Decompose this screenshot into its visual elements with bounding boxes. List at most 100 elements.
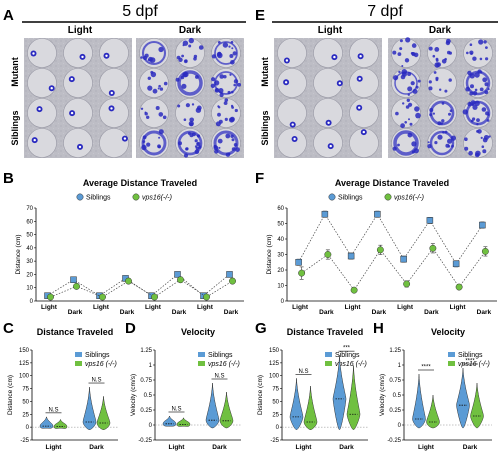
significance-label: N.S: [48, 407, 58, 413]
larva-spot-center: [291, 123, 294, 126]
larva-track: [409, 122, 413, 126]
y-tick-label: 10: [277, 284, 284, 290]
row-label-siblings-7dpf: Siblings: [260, 110, 270, 145]
larva-track: [466, 51, 469, 55]
larva-track: [158, 46, 164, 53]
violin-siblings: [456, 367, 470, 429]
larva-track-ring: [177, 130, 203, 156]
significance-label: ***: [343, 346, 351, 352]
well: [99, 38, 129, 68]
larva-track: [428, 46, 433, 51]
larva-track-ring: [429, 100, 455, 126]
larva-track: [411, 52, 415, 56]
y-axis-label: Distance (cm): [15, 234, 22, 274]
violin-siblings: [289, 378, 304, 430]
larva-spot-center: [38, 107, 41, 111]
plate-5dpf-dark: [136, 37, 244, 158]
larva-track: [158, 84, 161, 88]
y-tick-label: 0.75: [140, 378, 152, 384]
chart-title: Distance Traveled: [287, 327, 364, 337]
legend-label-siblings: Siblings: [335, 352, 360, 359]
legend-swatch-mutant: [198, 361, 205, 366]
row-label-siblings-5dpf: Siblings: [10, 110, 20, 145]
larva-track: [479, 57, 483, 61]
x-tick-label: Light: [292, 304, 309, 311]
x-tick-label: Light: [169, 444, 186, 451]
larva-track: [210, 83, 216, 89]
y-tick-label: 70: [26, 206, 33, 212]
y-tick-label: 0.5: [393, 393, 402, 399]
data-point-siblings: [174, 271, 181, 278]
larva-track: [188, 44, 192, 48]
larva-spot-center: [50, 87, 53, 90]
larva-track-ring: [429, 130, 455, 156]
larva-track: [229, 73, 232, 76]
larva-track: [428, 86, 433, 91]
larva-track: [218, 146, 221, 149]
y-tick-label: -0.25: [387, 438, 401, 444]
larva-track: [448, 78, 452, 82]
data-point-siblings: [374, 210, 381, 218]
larva-track: [231, 138, 235, 142]
y-tick-label: 100: [19, 374, 30, 380]
legend-swatch-mutant: [75, 361, 82, 366]
legend: Siblings vps16 (-/-): [198, 352, 240, 368]
data-point-siblings: [479, 221, 486, 229]
data-point-siblings: [295, 259, 302, 266]
larva-track: [147, 58, 150, 62]
y-tick-label: 0: [26, 425, 30, 431]
y-axis-label: Distance (cm): [266, 234, 273, 274]
larva-spot-center: [123, 137, 127, 140]
legend-label-siblings: Siblings: [85, 352, 110, 359]
data-point-mutant: [151, 293, 158, 301]
panel-letter-d: D: [125, 320, 136, 337]
larva-track: [222, 42, 229, 48]
well: [63, 128, 93, 158]
larva-track: [182, 44, 185, 47]
larva-track-ring: [214, 71, 238, 95]
larva-track: [447, 50, 451, 55]
chart-g: Distance Traveled Siblings vps16 (-/-) -25 0…: [257, 327, 368, 451]
data-point-mutant: [47, 293, 54, 301]
y-tick-label: 0.25: [140, 408, 152, 414]
larva-track-ring: [213, 130, 239, 156]
y-tick-label: 50: [22, 399, 29, 405]
larva-track: [400, 74, 406, 80]
violin-mutant: [176, 416, 191, 427]
larva-track: [397, 52, 402, 56]
data-point-siblings: [321, 210, 329, 218]
row-label-mutant-7dpf: Mutant: [260, 57, 270, 87]
larva-spot-center: [327, 121, 330, 125]
chart-title: Distance Traveled: [37, 327, 114, 337]
larva-track: [229, 54, 234, 58]
y-tick-label: 50: [272, 399, 279, 405]
larva-track: [223, 101, 228, 105]
legend-swatch-mutant: [448, 361, 455, 366]
larva-track: [183, 118, 187, 121]
larva-track: [196, 142, 199, 145]
y-tick-label: 30: [26, 259, 33, 265]
larva-track: [474, 88, 478, 92]
data-point-mutant: [73, 282, 80, 290]
legend-swatch-mutant: [325, 361, 332, 366]
x-tick-label: Light: [93, 304, 110, 311]
larva-track: [146, 115, 150, 120]
legend-label-mutant: vps16(-/-): [394, 195, 424, 202]
y-tick-label: 1: [149, 363, 153, 369]
larva-track: [211, 77, 216, 82]
larva-track: [217, 138, 223, 144]
well: [63, 38, 93, 68]
larva-track: [181, 54, 185, 58]
larva-track: [400, 123, 405, 129]
larva-track: [432, 54, 436, 58]
legend: Siblings vps16 (-/-): [325, 352, 367, 368]
larva-track: [228, 117, 235, 123]
larva-track: [402, 102, 405, 105]
x-tick-label: Dark: [463, 444, 478, 451]
larva-track: [152, 88, 158, 94]
larva-track: [437, 134, 443, 140]
significance-label: N.S: [91, 378, 101, 384]
y-tick-label: 40: [26, 246, 33, 252]
data-point-mutant: [481, 247, 489, 255]
larva-track: [482, 137, 488, 143]
